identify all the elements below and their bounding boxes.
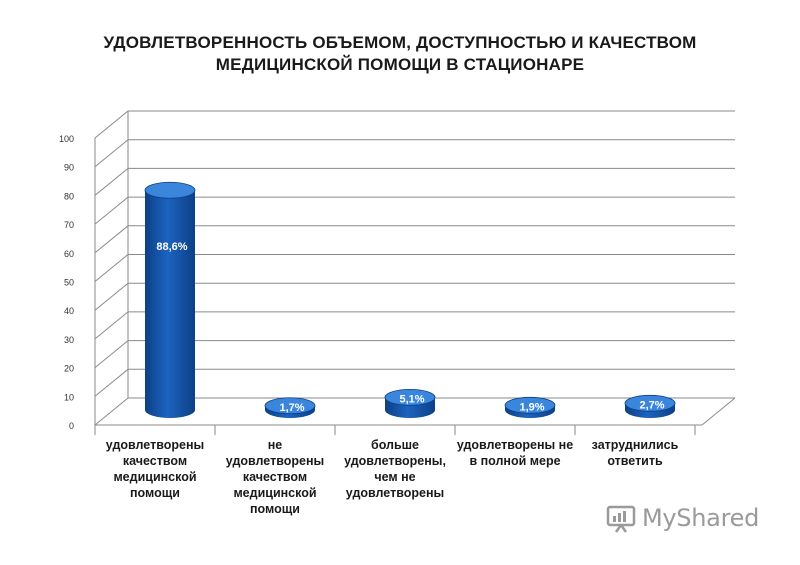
gridline-side xyxy=(94,196,129,225)
gridline-side xyxy=(94,110,129,139)
y-tick-label: 70 xyxy=(64,220,74,230)
bar-1 xyxy=(144,181,196,418)
category-label-line: удовлетворены, xyxy=(344,454,446,468)
gridline-side xyxy=(94,225,129,254)
data-label-4: 1,9% xyxy=(519,401,544,413)
data-label-5: 2,7% xyxy=(639,399,664,411)
y-tick-label: 80 xyxy=(64,191,74,201)
bar-top xyxy=(624,394,676,412)
category-label-line: качеством xyxy=(242,470,308,484)
category-label-line: помощи xyxy=(250,502,300,516)
floor-right-edge xyxy=(701,397,736,426)
bar-5 xyxy=(624,394,676,418)
gridline-side xyxy=(94,340,129,368)
category-label-line: удовлетворены xyxy=(105,438,205,452)
bar-body xyxy=(145,190,195,418)
y-tick-label: 10 xyxy=(64,392,74,402)
data-label-2: 1,7% xyxy=(279,402,304,414)
y-tick-label: 40 xyxy=(64,306,74,316)
data-label-1: 88,6% xyxy=(156,241,187,253)
bar-top xyxy=(384,388,436,406)
bar-top xyxy=(264,397,316,415)
chart-title-line-1: УДОВЛЕТВОРЕННОСТЬ ОБЪЕМОМ, ДОСТУПНОСТЬЮ … xyxy=(103,33,697,52)
y-tick-label: 20 xyxy=(64,364,74,374)
y-tick-label: 100 xyxy=(59,134,74,144)
gridline-side xyxy=(94,139,129,168)
presentation-board-icon xyxy=(606,505,636,533)
y-tick-label: 0 xyxy=(69,421,74,431)
chart-title: УДОВЛЕТВОРЕННОСТЬ ОБЪЕМОМ, ДОСТУПНОСТЬЮ … xyxy=(0,32,800,76)
gridline-side xyxy=(94,368,129,397)
category-label-line: удовлетворены xyxy=(225,454,325,468)
category-label-line: удовлетворены xyxy=(345,486,445,500)
gridline-side xyxy=(94,254,129,282)
category-label-line: медицинской xyxy=(113,470,197,484)
gridline-side xyxy=(94,397,129,426)
data-label-3: 5,1% xyxy=(399,393,424,405)
category-label-line: чем не xyxy=(374,470,416,484)
y-tick-label: 90 xyxy=(64,163,74,173)
bar-3 xyxy=(384,388,436,418)
bar-4 xyxy=(504,396,556,418)
watermark: MyShared xyxy=(606,502,759,534)
category-label-line: в полной мере xyxy=(469,454,561,468)
y-tick-label: 30 xyxy=(64,335,74,345)
category-label-1: удовлетворены качеством медицинской помощи xyxy=(95,437,215,501)
bar-2 xyxy=(264,397,316,418)
y-tick-label: 60 xyxy=(64,249,74,259)
gridline-side xyxy=(94,168,129,196)
category-label-line: медицинской xyxy=(233,486,317,500)
category-label-line: не xyxy=(267,438,283,452)
y-tick-label: 50 xyxy=(64,278,74,288)
category-label-line: затруднились xyxy=(591,438,679,452)
category-label-3: больше удовлетворены, чем не удовлетворены xyxy=(335,437,455,501)
watermark-text: MyShared xyxy=(642,504,760,532)
category-label-line: больше xyxy=(370,438,420,452)
gridline-side xyxy=(94,282,129,311)
category-label-4: удовлетворены не в полной мере xyxy=(455,437,575,469)
bar-top xyxy=(504,396,556,414)
gridline-side xyxy=(94,311,129,340)
category-label-5: затруднились ответить xyxy=(575,437,695,469)
category-label-line: помощи xyxy=(130,486,180,500)
category-label-2: не удовлетворены качеством медицинской помощ… xyxy=(215,437,335,517)
category-label-line: удовлетворены не xyxy=(456,438,574,452)
chart-title-line-2: МЕДИЦИНСКОЙ ПОМОЩИ В СТАЦИОНАРЕ xyxy=(215,55,585,74)
category-label-line: качеством xyxy=(122,454,188,468)
bar-top xyxy=(144,181,196,199)
category-label-line: ответить xyxy=(607,454,663,468)
